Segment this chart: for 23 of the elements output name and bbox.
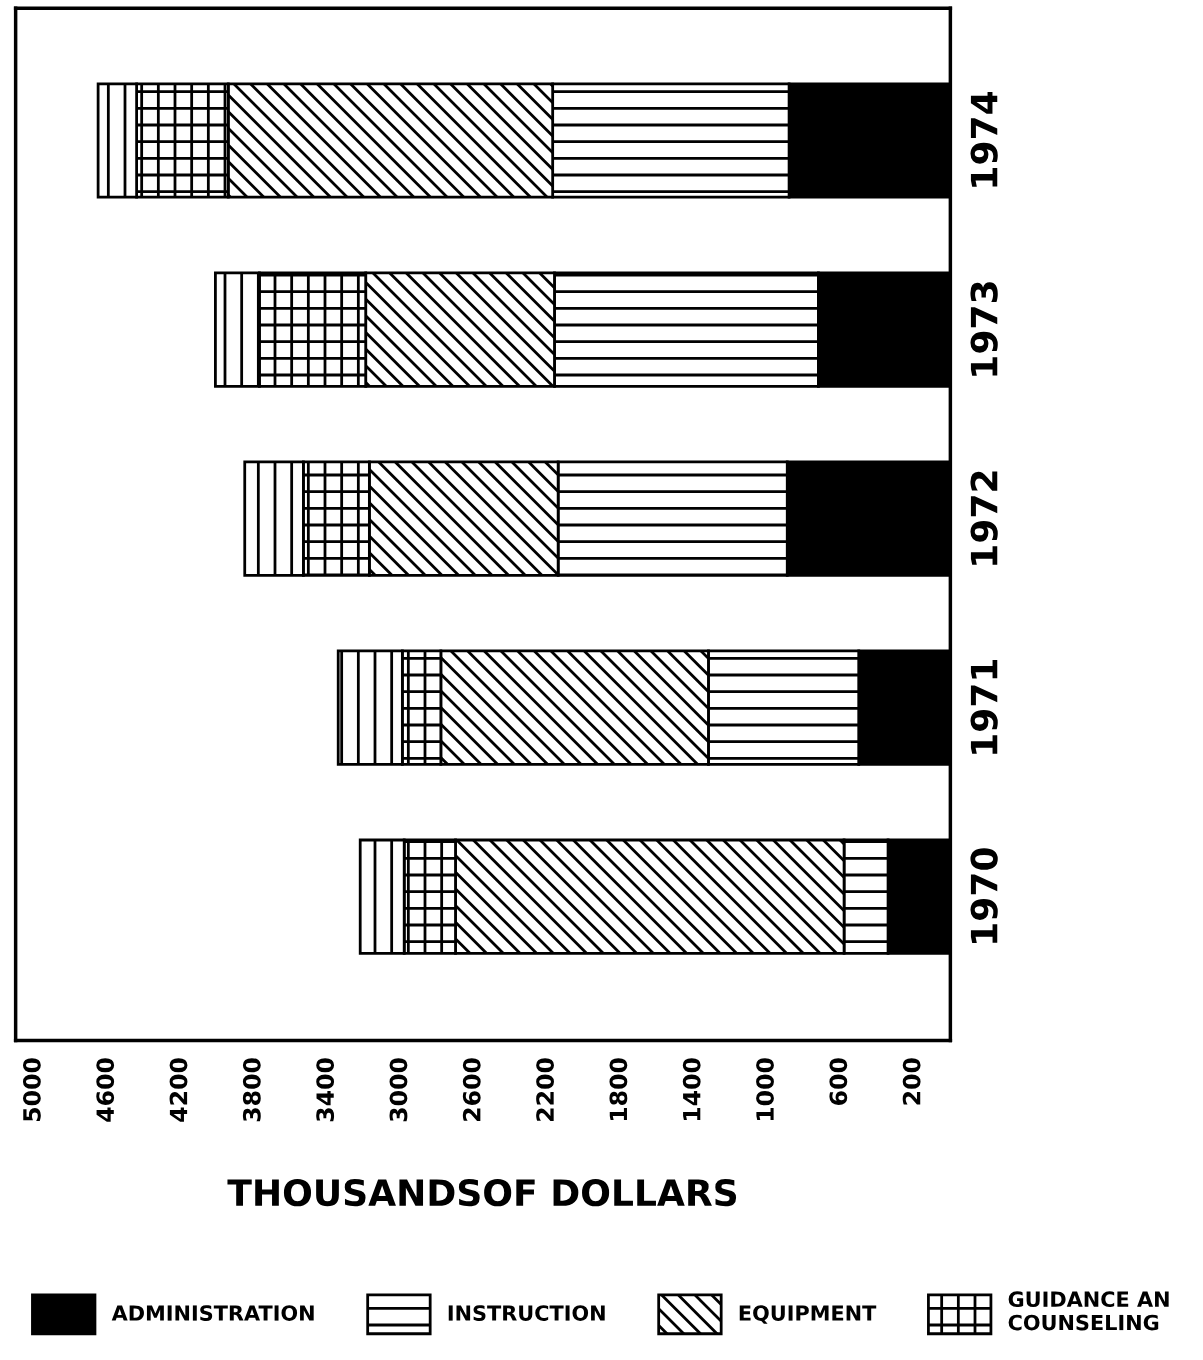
x-tick-label: 4200 [169, 1058, 188, 1122]
x-tick-label: 200 [902, 1058, 921, 1105]
x-tick-label: 4600 [96, 1058, 115, 1122]
y-tick-label: 1970 [970, 848, 998, 943]
x-tick-label: 5000 [22, 1058, 41, 1121]
legend-label: EQUIPMENT [739, 1305, 877, 1324]
x-tick-label: 3000 [389, 1058, 408, 1122]
x-tick-label: 1400 [682, 1058, 701, 1121]
x-tick-label: 1800 [609, 1058, 628, 1121]
y-tick-label: 1971 [970, 659, 998, 754]
y-tick-label: 1973 [970, 282, 998, 376]
x-tick-label: 2200 [536, 1058, 554, 1121]
x-axis-title: THOUSANDSOF DOLLARS [227, 1178, 737, 1207]
x-tick-label: 3800 [242, 1058, 261, 1122]
x-tick-label: 600 [829, 1058, 848, 1105]
x-tick-label: 2600 [462, 1058, 481, 1121]
x-tick-label: 3400 [316, 1058, 335, 1122]
x-tick-label: 1000 [756, 1058, 774, 1121]
y-tick-label: 1974 [970, 91, 998, 187]
legend-label: INSTRUCTION [448, 1305, 605, 1321]
y-tick-label: 1972 [970, 471, 998, 565]
legend-label: GUIDANCE AN COUNSELING [1008, 1291, 1169, 1331]
legend-label: ADMINISTRATION [111, 1305, 314, 1321]
